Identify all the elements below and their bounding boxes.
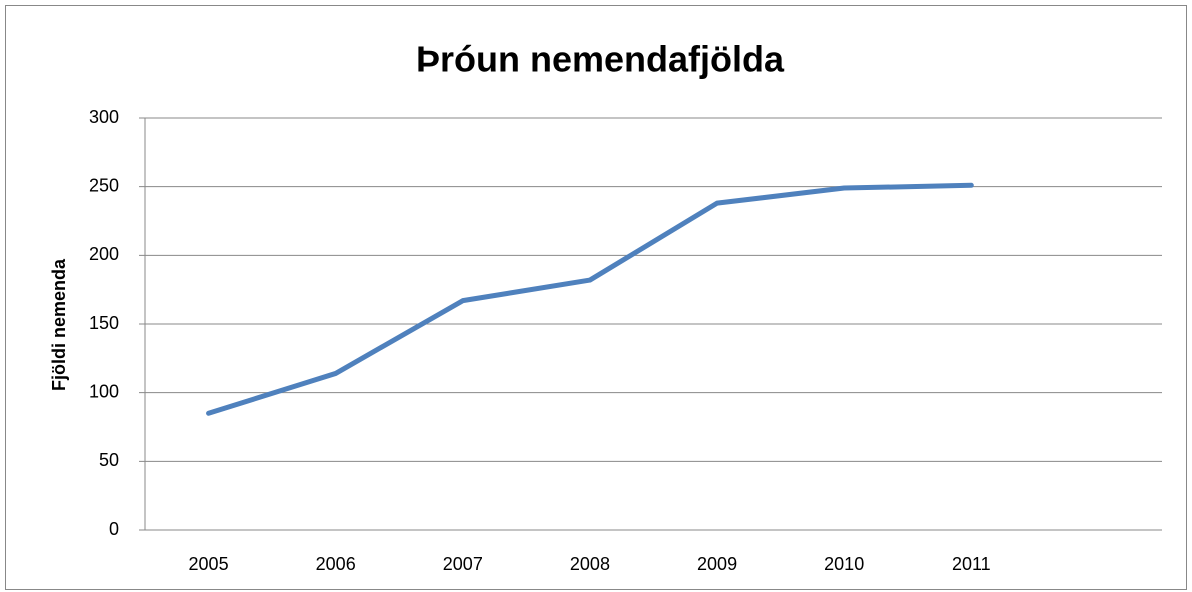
y-tick-label: 100 [89,381,119,401]
line-series [206,182,974,416]
y-tick-label: 0 [109,519,119,539]
x-tick-label: 2009 [697,554,737,574]
x-tick-label: 2011 [952,554,991,574]
y-tick-label: 150 [89,313,119,333]
chart-border [5,5,1187,590]
x-tick-label: 2010 [824,554,864,574]
y-tick-label: 200 [89,244,119,264]
x-tick-label: 2006 [316,554,356,574]
y-tick-label: 250 [89,175,119,195]
y-axis-label: Fjöldi nemenda [49,258,69,391]
y-tick-label: 50 [99,450,119,470]
x-tick-label: 2005 [189,554,229,574]
x-tick-label: 2008 [570,554,610,574]
chart-title: Þróun nemendafjölda [416,39,785,80]
x-tick-label: 2007 [443,554,483,574]
y-tick-label: 300 [89,107,119,127]
